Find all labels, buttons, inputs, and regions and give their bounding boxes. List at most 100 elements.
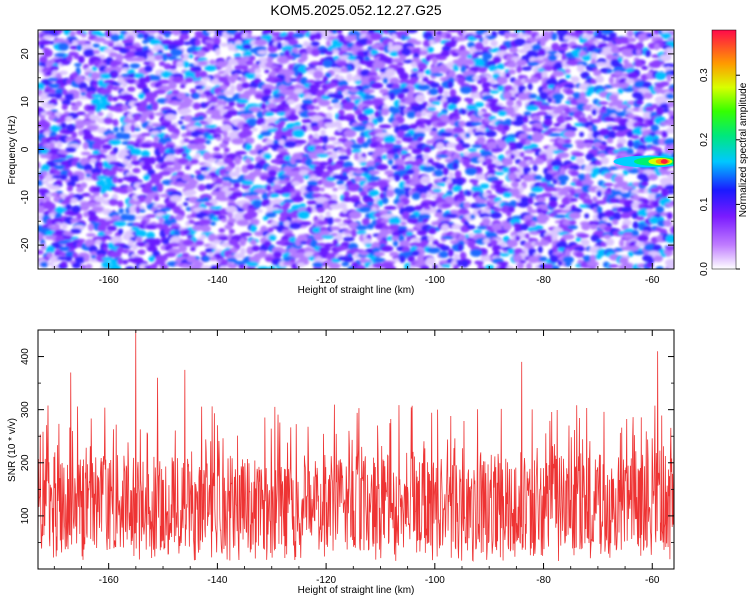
- heatmap-cell: [50, 98, 57, 105]
- heatmap-cell: [403, 187, 412, 191]
- heatmap-cell: [661, 130, 668, 138]
- heatmap-cell: [318, 99, 331, 107]
- heatmap-cell: [516, 59, 527, 66]
- heatmap-cell: [78, 55, 85, 64]
- heatmap-cell: [104, 230, 113, 235]
- heatmap-cell: [130, 148, 142, 156]
- heatmap-cell: [78, 82, 88, 91]
- heatmap-cell: [368, 170, 380, 175]
- heatmap-cell: [249, 218, 260, 226]
- heatmap-cell: [636, 95, 645, 101]
- snr-x-axis-label: Height of straight line (km): [298, 585, 415, 596]
- heatmap-cell: [427, 107, 437, 111]
- heatmap-cell: [487, 126, 497, 130]
- heatmap-cell: [656, 107, 664, 116]
- heatmap-cell: [204, 124, 218, 129]
- heatmap-cell: [289, 222, 302, 230]
- heatmap-cell: [127, 86, 136, 92]
- heatmap-cell: [197, 115, 205, 121]
- heatmap-cell: [500, 241, 507, 248]
- heatmap-cell: [231, 191, 244, 198]
- heatmap-cell: [522, 247, 528, 253]
- heatmap-cell: [666, 127, 674, 134]
- heatmap-cell: [663, 138, 674, 146]
- heatmap-y-axis-label: Frequency (Hz): [7, 116, 18, 185]
- heatmap-cell: [431, 101, 441, 105]
- heatmap-cell: [582, 198, 593, 205]
- colorbar-label: Normalized spectral amplitude: [738, 82, 749, 217]
- heatmap-cell: [284, 140, 297, 148]
- heatmap-cell: [183, 60, 189, 68]
- heatmap-cell: [465, 132, 471, 138]
- heatmap-cell: [507, 172, 518, 182]
- heatmap-cell: [564, 138, 572, 144]
- heatmap-cell: [150, 263, 158, 269]
- heatmap-cell: [389, 50, 400, 57]
- x-tick-label: -140: [207, 575, 227, 586]
- heatmap-cell: [332, 120, 342, 128]
- heatmap-cell: [323, 181, 336, 188]
- heatmap-cell: [254, 231, 265, 237]
- heatmap-x-axis-label: Height of straight line (km): [298, 285, 415, 296]
- heatmap-cell: [437, 86, 444, 94]
- heatmap-cell: [82, 141, 89, 150]
- heatmap-cell: [496, 124, 506, 132]
- heatmap-cell: [492, 250, 502, 257]
- heatmap-cell: [356, 264, 366, 269]
- heatmap-cell: [502, 191, 513, 198]
- heatmap-cell: [236, 219, 250, 226]
- heatmap-cell: [541, 70, 548, 80]
- heatmap-cell: [94, 196, 105, 202]
- heatmap-cell: [193, 65, 202, 72]
- heatmap-cell: [566, 59, 579, 66]
- heatmap-cell: [65, 255, 73, 262]
- heatmap-cell: [294, 139, 307, 144]
- heatmap-cell: [509, 47, 518, 54]
- heatmap-cell: [193, 137, 206, 145]
- heatmap-cell: [223, 90, 235, 96]
- heatmap-cell: [655, 172, 662, 176]
- heatmap-cell: [554, 61, 563, 71]
- heatmap-cell: [127, 186, 134, 193]
- heatmap-cell: [198, 218, 211, 226]
- heatmap-cell: [612, 219, 619, 225]
- heatmap-cell: [523, 111, 532, 116]
- heatmap-cell: [245, 143, 252, 152]
- heatmap-cell: [661, 108, 670, 113]
- heatmap-cell: [321, 235, 334, 239]
- heatmap-cell: [447, 61, 455, 69]
- heatmap-cell: [555, 46, 569, 51]
- heatmap-cell: [349, 88, 359, 93]
- heatmap-cell: [185, 165, 191, 170]
- heatmap-cell: [222, 136, 233, 142]
- heatmap-cell: [482, 37, 489, 46]
- heatmap-cell: [458, 56, 467, 61]
- heatmap-cell: [602, 182, 614, 187]
- heatmap-cell: [182, 152, 188, 158]
- heatmap-cell: [576, 103, 586, 112]
- heatmap-cell: [552, 159, 563, 168]
- snr-background: [38, 330, 674, 569]
- x-tick-label: -140: [207, 275, 227, 286]
- heatmap-cell: [201, 265, 212, 269]
- heatmap-cell: [509, 200, 518, 208]
- heatmap-cell: [118, 208, 124, 214]
- heatmap-cell: [562, 143, 573, 149]
- heatmap-cell: [265, 184, 272, 192]
- heatmap-cell: [341, 261, 350, 267]
- heatmap-cell: [384, 170, 394, 176]
- heatmap-cell: [60, 60, 69, 66]
- heatmap-cell: [48, 212, 56, 218]
- heatmap-cell: [399, 240, 410, 248]
- heatmap-cell: [417, 62, 428, 71]
- heatmap-cell: [306, 79, 316, 84]
- heatmap-cell: [148, 113, 155, 120]
- heatmap-cell: [464, 58, 475, 66]
- heatmap-cell: [83, 256, 90, 263]
- heatmap-cell: [576, 157, 585, 165]
- heatmap-cell: [466, 224, 476, 230]
- heatmap-cell: [632, 221, 639, 230]
- heatmap-cell: [429, 130, 438, 136]
- heatmap-cell: [613, 71, 623, 76]
- heatmap-cell: [569, 220, 577, 225]
